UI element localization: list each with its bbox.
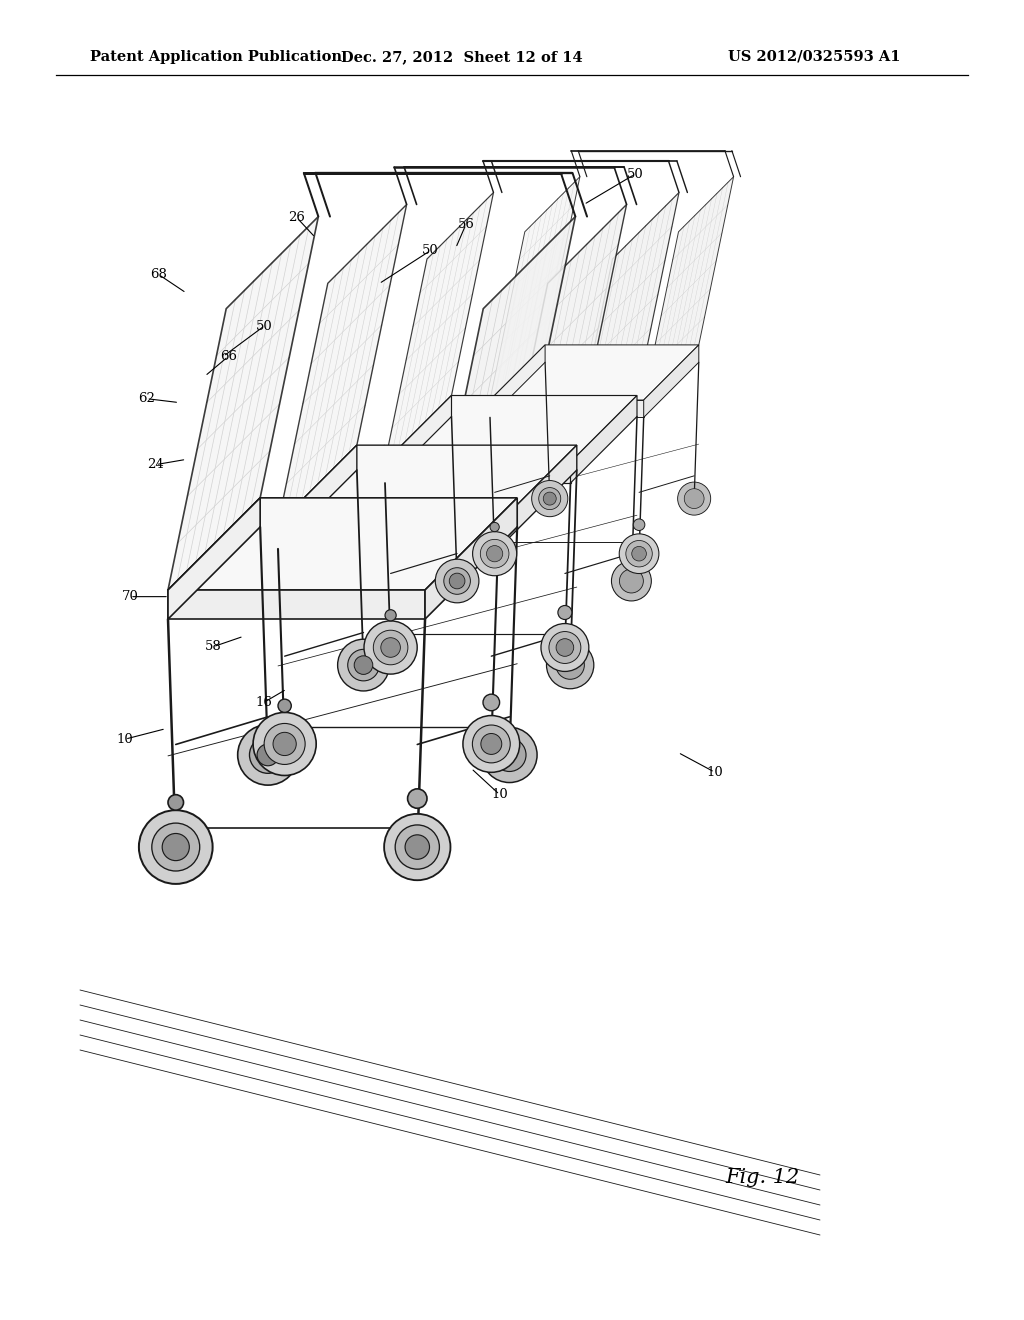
Circle shape: [633, 519, 645, 531]
Text: 10: 10: [492, 788, 508, 801]
Circle shape: [395, 825, 439, 869]
Text: 10: 10: [707, 766, 723, 779]
Circle shape: [531, 480, 568, 516]
Circle shape: [539, 487, 561, 510]
Circle shape: [482, 727, 537, 783]
Polygon shape: [385, 396, 452, 483]
Circle shape: [463, 715, 520, 772]
Circle shape: [450, 573, 465, 589]
Circle shape: [384, 814, 451, 880]
Polygon shape: [278, 205, 407, 524]
Circle shape: [338, 639, 389, 690]
Circle shape: [435, 560, 479, 603]
Text: US 2012/0325593 A1: US 2012/0325593 A1: [727, 50, 900, 63]
Circle shape: [481, 734, 502, 755]
Circle shape: [443, 568, 470, 594]
Polygon shape: [278, 445, 356, 549]
Circle shape: [558, 606, 571, 619]
Circle shape: [385, 610, 396, 620]
Polygon shape: [278, 445, 577, 524]
Circle shape: [483, 694, 500, 710]
Circle shape: [556, 639, 573, 656]
Text: 50: 50: [627, 168, 643, 181]
Circle shape: [486, 545, 503, 562]
Circle shape: [480, 540, 509, 568]
Polygon shape: [490, 345, 698, 400]
Circle shape: [264, 723, 305, 764]
Polygon shape: [385, 193, 494, 462]
Polygon shape: [498, 445, 577, 549]
Circle shape: [278, 700, 291, 713]
Polygon shape: [644, 177, 733, 400]
Circle shape: [544, 492, 556, 506]
Circle shape: [238, 725, 298, 785]
Polygon shape: [168, 498, 260, 619]
Polygon shape: [644, 345, 698, 417]
Text: 66: 66: [220, 350, 237, 363]
Circle shape: [620, 533, 658, 573]
Circle shape: [547, 642, 594, 689]
Circle shape: [364, 620, 417, 675]
Circle shape: [381, 638, 400, 657]
Polygon shape: [385, 396, 637, 462]
Polygon shape: [490, 400, 644, 417]
Polygon shape: [385, 462, 570, 483]
Polygon shape: [425, 216, 575, 590]
Polygon shape: [570, 193, 679, 462]
Text: 50: 50: [422, 244, 438, 257]
Circle shape: [250, 737, 287, 774]
Circle shape: [684, 488, 705, 508]
Circle shape: [253, 713, 316, 775]
Circle shape: [620, 569, 643, 593]
Circle shape: [556, 651, 585, 680]
Text: 68: 68: [151, 268, 167, 281]
Polygon shape: [168, 498, 517, 590]
Circle shape: [354, 656, 373, 675]
Circle shape: [490, 523, 500, 532]
Circle shape: [611, 561, 651, 601]
Polygon shape: [570, 396, 637, 483]
Text: 50: 50: [256, 319, 272, 333]
Text: 62: 62: [138, 392, 155, 405]
Text: 56: 56: [458, 218, 474, 231]
Polygon shape: [168, 590, 425, 619]
Polygon shape: [168, 216, 318, 590]
Text: 26: 26: [289, 211, 305, 224]
Circle shape: [168, 795, 183, 810]
Circle shape: [541, 623, 589, 672]
Polygon shape: [498, 205, 627, 524]
Circle shape: [406, 834, 429, 859]
Text: 24: 24: [147, 458, 164, 471]
Circle shape: [626, 540, 652, 566]
Polygon shape: [490, 177, 580, 400]
Circle shape: [472, 725, 510, 763]
Text: Patent Application Publication: Patent Application Publication: [90, 50, 342, 63]
Text: 16: 16: [256, 696, 272, 709]
Text: 10: 10: [117, 733, 133, 746]
Circle shape: [348, 649, 379, 681]
Text: Fig. 12: Fig. 12: [726, 1168, 800, 1187]
Circle shape: [152, 824, 200, 871]
Polygon shape: [490, 345, 545, 417]
Text: 58: 58: [205, 640, 221, 653]
Circle shape: [162, 833, 189, 861]
Text: Dec. 27, 2012  Sheet 12 of 14: Dec. 27, 2012 Sheet 12 of 14: [341, 50, 583, 63]
Circle shape: [632, 546, 646, 561]
Text: 70: 70: [122, 590, 138, 603]
Polygon shape: [425, 498, 517, 619]
Polygon shape: [278, 524, 498, 549]
Circle shape: [549, 631, 581, 664]
Circle shape: [678, 482, 711, 515]
Circle shape: [408, 789, 427, 808]
Circle shape: [493, 738, 526, 771]
Circle shape: [273, 733, 296, 755]
Circle shape: [257, 744, 279, 766]
Circle shape: [473, 532, 517, 576]
Circle shape: [374, 630, 408, 665]
Circle shape: [139, 810, 213, 884]
